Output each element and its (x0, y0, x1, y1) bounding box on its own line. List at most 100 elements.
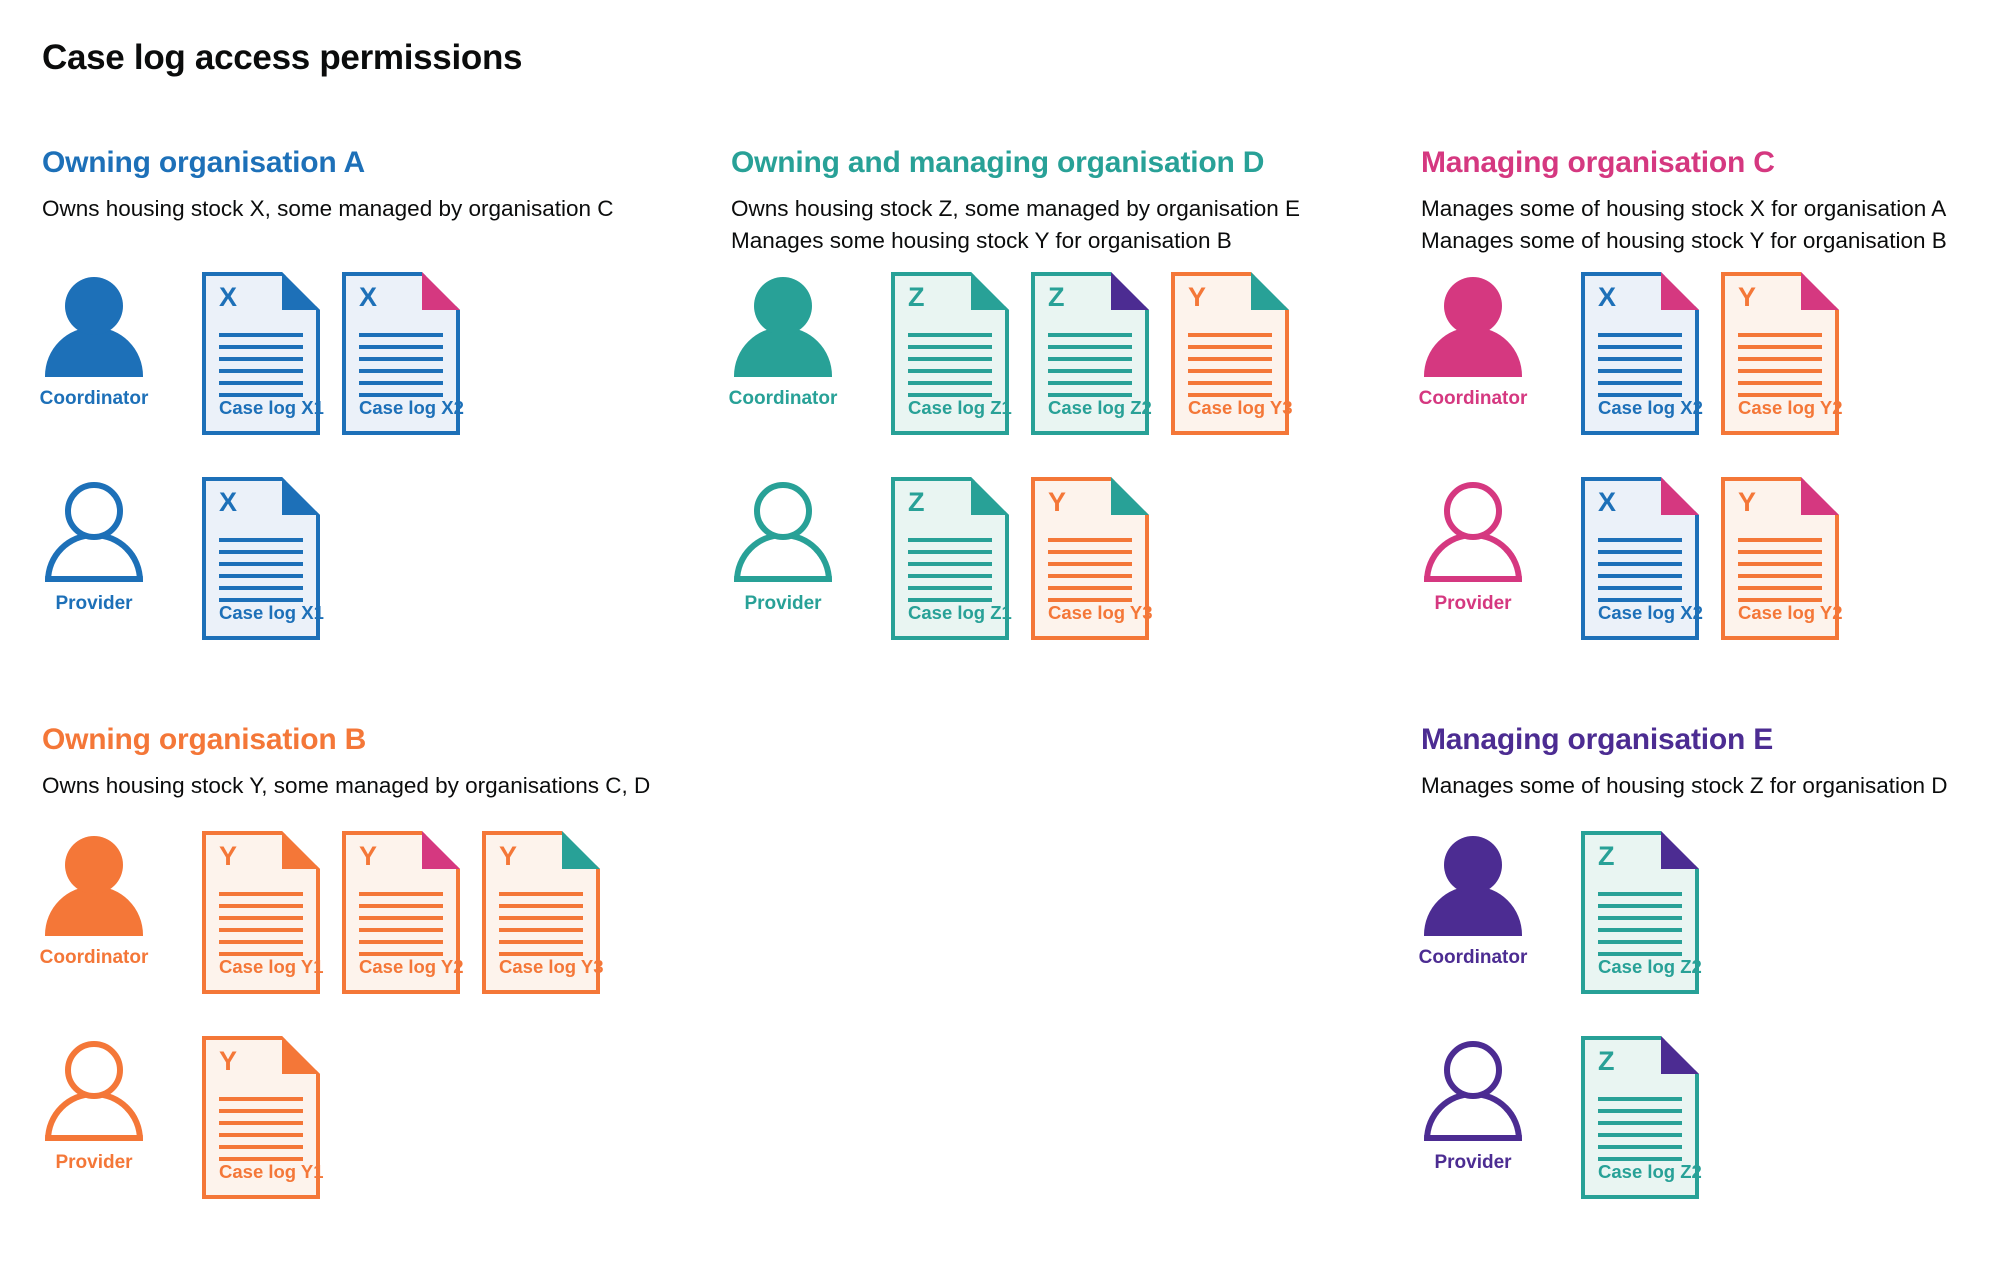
doc-text-lines-icon (1598, 538, 1682, 602)
doc-label: Case log Y3 (1188, 397, 1293, 418)
folded-corner-icon (1661, 831, 1699, 869)
role-row-coordinator: Coordinator X Case log X1 X Case log X2 (39, 272, 722, 435)
doc-stock-letter: Z (908, 487, 925, 517)
doc-line (219, 892, 303, 896)
doc-stock-letter: X (1598, 282, 1617, 312)
doc-line (1598, 940, 1682, 944)
folded-corner-icon (282, 831, 320, 869)
provider-person: Provider (42, 1036, 146, 1174)
doc-stock-letter: X (219, 487, 238, 517)
doc-label: Case log X2 (1598, 602, 1703, 623)
doc-line (1048, 357, 1132, 361)
doc-line (1738, 369, 1822, 373)
page-title: Case log access permissions (42, 38, 523, 77)
org-description-line: Manages some of housing stock X for orga… (1421, 196, 1947, 221)
doc-line (219, 550, 303, 554)
doc-label: Case log X1 (219, 397, 324, 418)
org-description-line: Owns housing stock Z, some managed by or… (731, 196, 1301, 221)
doc-line (1738, 574, 1822, 578)
case-log-document: Z Case log Z2 (1031, 272, 1152, 435)
provider-person: Provider (42, 477, 146, 615)
doc-label: Case log Y1 (219, 1161, 324, 1182)
org-heading: Managing organisation E (1421, 723, 1774, 756)
provider-person: Provider (731, 477, 835, 615)
doc-text-lines-icon (219, 892, 303, 956)
doc-text-lines-icon (1048, 538, 1132, 602)
doc-line (1598, 916, 1682, 920)
doc-line (1188, 345, 1272, 349)
folded-corner-icon (1661, 272, 1699, 310)
doc-line (1738, 598, 1822, 602)
case-log-document: Y Case log Y2 (1721, 477, 1843, 640)
folded-corner-icon (1111, 477, 1149, 515)
provider-person-icon (45, 482, 143, 582)
folded-corner-icon (282, 477, 320, 515)
doc-text-lines-icon (908, 333, 992, 397)
doc-line (1738, 562, 1822, 566)
folded-corner-icon (422, 831, 460, 869)
doc-line (219, 393, 303, 397)
doc-label: Case log Z2 (1598, 1161, 1702, 1182)
doc-line (1188, 393, 1272, 397)
doc-line (219, 333, 303, 337)
case-log-docs: Z Case log Z2 (1581, 1036, 1702, 1199)
doc-line (219, 952, 303, 956)
doc-text-lines-icon (1738, 538, 1822, 602)
doc-line (1598, 598, 1682, 602)
role-label: Coordinator (39, 388, 149, 409)
person-head-icon (65, 836, 123, 894)
doc-text-lines-icon (1188, 333, 1272, 397)
org-description-line: Manages some of housing stock Y for orga… (1421, 227, 1947, 253)
doc-line (219, 538, 303, 542)
doc-line (908, 369, 992, 373)
doc-line (499, 904, 583, 908)
doc-line (1598, 952, 1682, 956)
coordinator-person-icon (1424, 277, 1522, 377)
folded-corner-icon (282, 272, 320, 310)
doc-stock-letter: X (1598, 487, 1617, 517)
doc-label: Case log Y2 (1738, 602, 1843, 623)
doc-line (219, 586, 303, 590)
coordinator-person: Coordinator (1419, 831, 1527, 969)
doc-line (1738, 333, 1822, 337)
doc-line (1048, 562, 1132, 566)
doc-label: Case log Y3 (499, 956, 604, 977)
doc-text-lines-icon (1598, 333, 1682, 397)
org-description: Owns housing stock Z, some managed by or… (731, 193, 1411, 259)
doc-stock-letter: Y (359, 841, 378, 871)
doc-line (219, 1097, 303, 1101)
doc-line (908, 393, 992, 397)
person-head-icon (1444, 1041, 1502, 1099)
role-label: Coordinator (728, 388, 838, 409)
org-description: Owns housing stock X, some managed by or… (42, 193, 722, 259)
doc-label: Case log Y1 (219, 956, 324, 977)
doc-line (1738, 357, 1822, 361)
doc-stock-letter: X (219, 282, 238, 312)
person-head-icon (754, 277, 812, 335)
case-log-document: Y Case log Y1 (202, 1036, 324, 1199)
case-log-document: Z Case log Z2 (1581, 831, 1702, 994)
org-heading: Managing organisation C (1421, 146, 1775, 179)
doc-line (359, 357, 443, 361)
doc-line (1598, 1121, 1682, 1125)
doc-line (1048, 550, 1132, 554)
provider-person: Provider (1421, 477, 1525, 615)
case-log-document: X Case log X1 (202, 272, 324, 435)
doc-line (1048, 333, 1132, 337)
org-section-owning-a: Owning organisation A Owns housing stock … (39, 145, 722, 640)
doc-line (1598, 369, 1682, 373)
folded-corner-icon (282, 1036, 320, 1074)
case-log-document: Y Case log Y3 (1031, 477, 1153, 640)
doc-stock-letter: Y (499, 841, 518, 871)
role-row-provider: Provider Z Case log Z1 Y Case log Y3 (731, 477, 1411, 640)
provider-person-icon (45, 1041, 143, 1141)
role-label: Coordinator (39, 947, 149, 968)
doc-text-lines-icon (1598, 892, 1682, 956)
doc-line (219, 904, 303, 908)
case-log-document: Y Case log Y2 (1721, 272, 1843, 435)
doc-text-lines-icon (1738, 333, 1822, 397)
doc-stock-letter: Z (1048, 282, 1065, 312)
role-row-coordinator: Coordinator Z Case log Z1 Z Case log Z2 Y Case… (728, 272, 1411, 435)
doc-line (908, 586, 992, 590)
doc-line (1188, 369, 1272, 373)
